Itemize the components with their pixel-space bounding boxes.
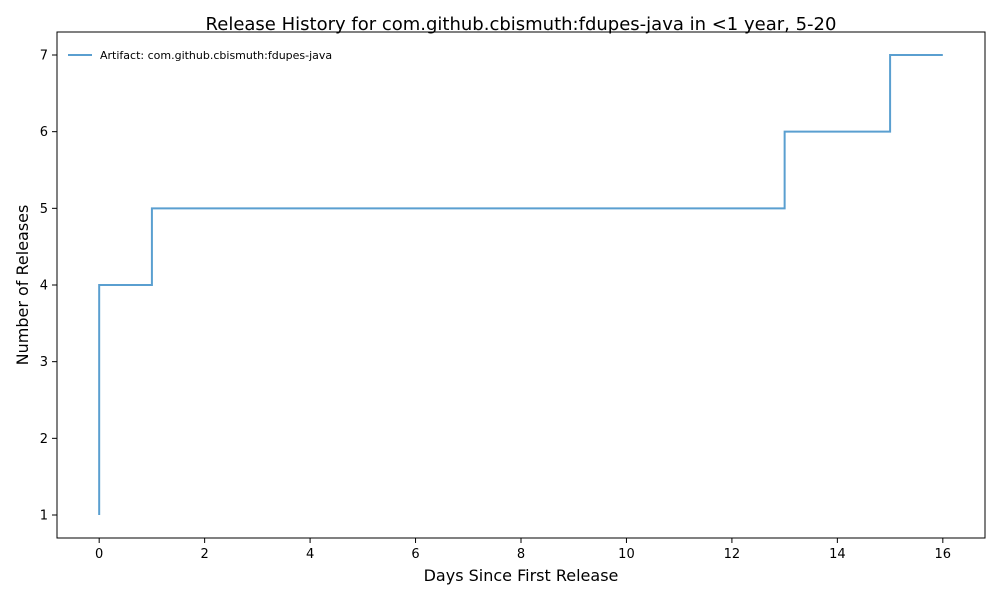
chart-title: Release History for com.github.cbismuth:… <box>206 14 837 35</box>
x-tick-label: 16 <box>935 547 952 562</box>
x-tick-label: 2 <box>200 547 208 562</box>
y-axis-ticks: 1 2 3 4 5 6 7 <box>40 49 57 524</box>
y-tick-label: 5 <box>40 202 48 217</box>
x-tick-label: 10 <box>618 547 635 562</box>
x-tick-label: 8 <box>517 547 525 562</box>
y-tick-label: 4 <box>40 279 48 294</box>
x-axis-ticks: 0 2 4 6 8 10 12 14 16 <box>95 538 951 562</box>
y-tick-label: 3 <box>40 355 48 370</box>
legend: Artifact: com.github.cbismuth:fdupes-jav… <box>68 49 332 62</box>
legend-label: Artifact: com.github.cbismuth:fdupes-jav… <box>100 49 332 62</box>
y-tick-label: 6 <box>40 125 48 140</box>
x-tick-label: 6 <box>411 547 419 562</box>
y-tick-label: 1 <box>40 509 48 524</box>
plot-frame <box>56 31 986 539</box>
x-tick-label: 0 <box>95 547 103 562</box>
x-tick-label: 12 <box>724 547 741 562</box>
x-tick-label: 14 <box>829 547 846 562</box>
y-tick-label: 7 <box>40 49 48 64</box>
x-tick-label: 4 <box>306 547 314 562</box>
series-line-0 <box>98 54 943 515</box>
x-axis-label: Days Since First Release <box>424 566 619 585</box>
y-axis-label: Number of Releases <box>13 205 32 366</box>
plot-area <box>98 54 943 516</box>
y-tick-label: 2 <box>40 432 48 447</box>
